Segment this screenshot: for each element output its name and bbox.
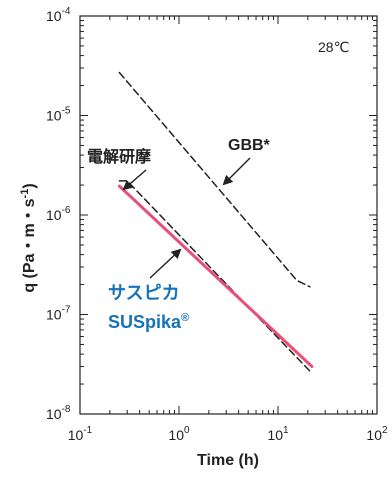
x-tick-label-base: 10 — [168, 427, 184, 443]
y-tick-label-base: 10 — [46, 207, 62, 223]
y-tick-label-exp: -7 — [62, 305, 71, 316]
y-tick-label: 10-5 — [46, 106, 71, 124]
annotation-electropolish: 電解研摩 — [87, 147, 151, 191]
ticks-layer — [79, 16, 377, 415]
annotation-suspika: サスピカ SUSpika® — [108, 248, 189, 332]
y-axis-title: q (Pa・m・s-1) — [19, 183, 38, 292]
annotation-suspika-arrow — [149, 248, 182, 279]
y-tick-label-exp: -6 — [62, 205, 71, 216]
series-layer — [117, 71, 314, 372]
x-tick-label: 101 — [267, 425, 289, 443]
annotation-gbb: GBB* — [222, 137, 271, 186]
x-tick-label-exp: 1 — [283, 425, 289, 436]
x-tick-label: 102 — [366, 425, 388, 443]
x-tick-label-exp: 0 — [184, 425, 190, 436]
annotation-suspika-name: SUSpika — [108, 312, 182, 332]
series-line-0 — [118, 71, 311, 288]
x-tick-label-base: 10 — [267, 427, 283, 443]
x-tick-label: 10-1 — [68, 425, 93, 443]
y-tick-label-exp: -5 — [62, 106, 71, 117]
y-tick-label: 10-6 — [46, 205, 71, 223]
x-tick-label-base: 10 — [68, 427, 84, 443]
y-tick-label-base: 10 — [46, 307, 62, 323]
y-tick-label: 10-7 — [46, 305, 71, 323]
x-tick-label-base: 10 — [366, 427, 382, 443]
annotation-electropolish-arrow — [122, 169, 147, 191]
annotation-gbb-label: GBB* — [228, 137, 271, 154]
series-line-2 — [117, 184, 314, 368]
y-tick-label-exp: -8 — [62, 404, 71, 415]
annotation-gbb-arrow — [222, 157, 251, 186]
annotation-electropolish-label: 電解研摩 — [87, 147, 151, 166]
annotation-suspika-line2: SUSpika® — [108, 312, 189, 332]
annotation-suspika-registered: ® — [181, 312, 189, 324]
plot-frame — [79, 15, 378, 415]
x-tick-label: 100 — [168, 425, 190, 443]
y-axis-title-exp: -1 — [19, 189, 31, 199]
x-axis-title: Time (h) — [197, 452, 259, 469]
y-tick-label-exp: -4 — [62, 6, 71, 17]
y-axis-title-main: q (Pa・m・s — [21, 198, 38, 292]
y-tick-label-base: 10 — [46, 406, 62, 422]
annotation-suspika-line1: サスピカ — [108, 283, 180, 303]
y-axis-title-close: ) — [21, 183, 38, 188]
x-tick-label-exp: 2 — [382, 425, 388, 436]
temperature-label: 28℃ — [318, 39, 349, 55]
y-tick-label-base: 10 — [46, 8, 62, 24]
x-tick-label-exp: -1 — [83, 425, 92, 436]
y-tick-label-base: 10 — [46, 108, 62, 124]
y-tick-label: 10-4 — [46, 6, 71, 24]
y-tick-label: 10-8 — [46, 404, 71, 422]
